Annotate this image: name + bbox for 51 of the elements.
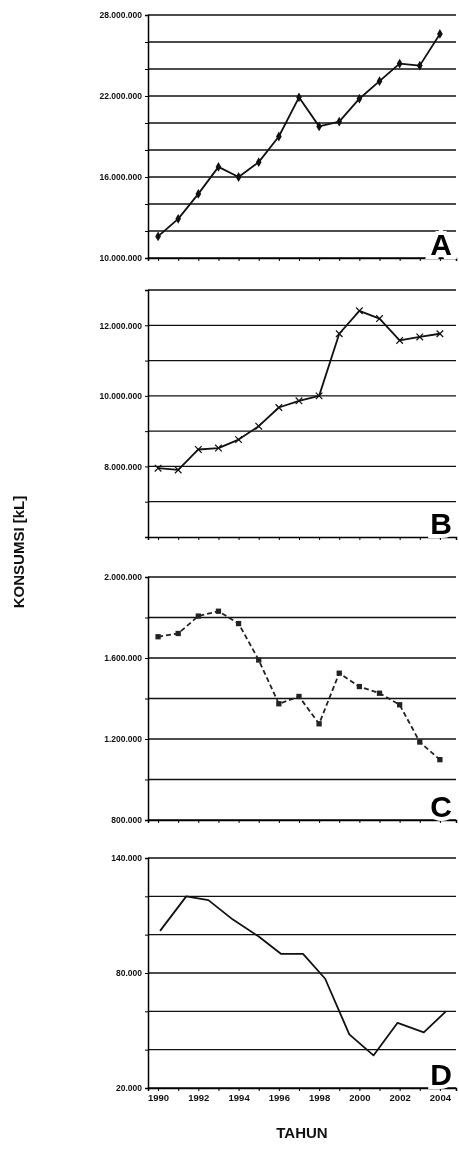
y-tick-label: 12.000.000 xyxy=(99,320,143,331)
x-tick-label: 2004 xyxy=(429,1091,452,1103)
point xyxy=(256,657,262,663)
y-tick-label: 28.000.000 xyxy=(99,10,143,21)
x-tick-label: 1998 xyxy=(309,1091,331,1103)
y-tick-label: 20.000 xyxy=(116,1083,143,1094)
y-tick-label: 800.000 xyxy=(111,815,143,826)
x-tick-label: 2000 xyxy=(349,1091,371,1103)
point xyxy=(274,403,283,412)
point xyxy=(415,333,424,341)
point xyxy=(437,757,443,763)
y-tick-label: 8.000.000 xyxy=(104,461,143,472)
point xyxy=(174,466,183,474)
annotation: C xyxy=(430,790,452,823)
annotation: D xyxy=(430,1058,452,1091)
point xyxy=(315,391,323,400)
point xyxy=(316,721,322,727)
x-tick-label: 1992 xyxy=(188,1091,210,1103)
point xyxy=(155,634,161,640)
y-tick-label: 10.000.000 xyxy=(99,391,143,402)
point xyxy=(296,693,302,700)
x-axis-title: TAHUN xyxy=(276,1124,328,1141)
point xyxy=(295,396,303,405)
y-tick-label: 2.000.000 xyxy=(104,572,143,583)
annotation: A xyxy=(430,228,452,261)
point xyxy=(417,739,423,745)
y-tick-label: 80.000 xyxy=(116,968,143,979)
x-tick-label: 1994 xyxy=(228,1091,251,1103)
y-tick-label: 1.200.000 xyxy=(104,734,143,745)
point xyxy=(214,444,223,452)
point xyxy=(234,435,243,444)
x-tick-label: 1990 xyxy=(148,1091,170,1103)
x-tick-label: 2002 xyxy=(389,1091,411,1103)
point xyxy=(335,329,344,338)
point xyxy=(395,336,404,345)
point xyxy=(195,613,201,619)
x-tick-label: 1996 xyxy=(268,1091,290,1103)
y-tick-label: 22.000.000 xyxy=(99,91,143,102)
point xyxy=(235,172,242,182)
point xyxy=(254,422,263,431)
point xyxy=(154,464,162,473)
y-tick-label: 1.600.000 xyxy=(104,653,143,664)
point xyxy=(355,306,364,315)
annotation: B xyxy=(430,507,452,540)
point xyxy=(194,445,203,454)
y-tick-label: 140.000 xyxy=(111,853,143,864)
point xyxy=(436,329,444,338)
point xyxy=(375,314,384,323)
y-tick-label: 10.000.000 xyxy=(99,253,143,264)
y-tick-label: 16.000.000 xyxy=(99,172,143,183)
y-axis-title: KONSUMSI [kL] xyxy=(10,495,27,609)
